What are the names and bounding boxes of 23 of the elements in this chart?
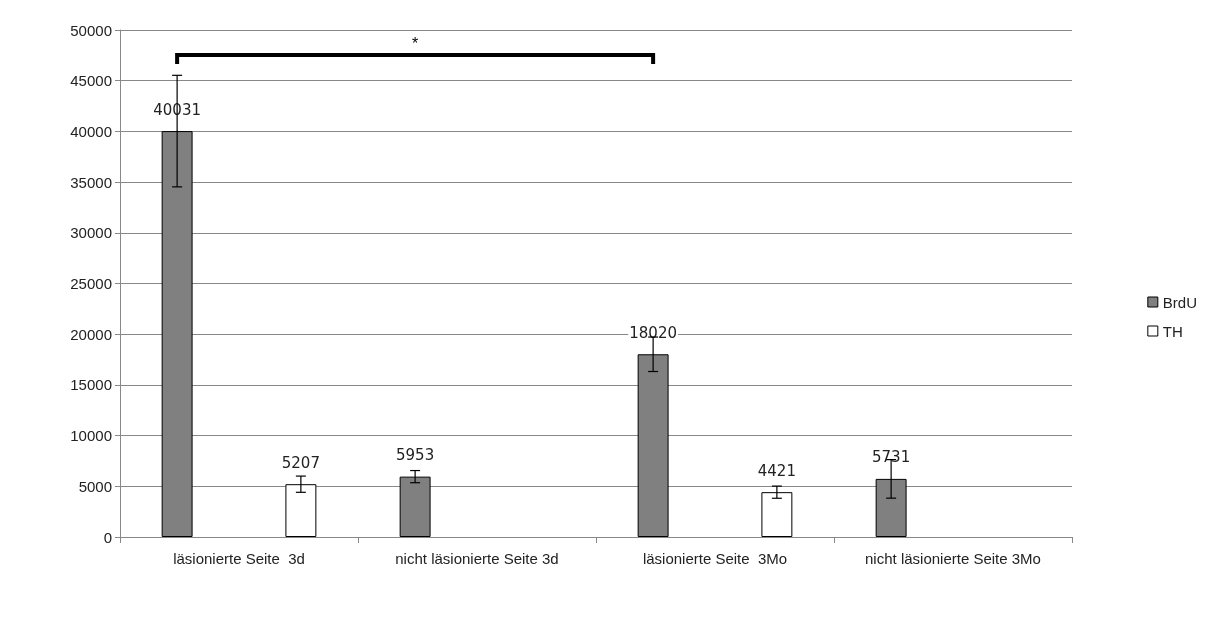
x-tick-label: läsionierte Seite 3d	[173, 550, 305, 567]
y-tick-label: 15000	[70, 376, 112, 394]
data-label: 5731	[872, 448, 911, 467]
y-tick-label: 35000	[70, 173, 112, 191]
y-tick-label: 20000	[70, 325, 112, 343]
x-tick-label: nicht läsionierte Seite 3Mo	[865, 550, 1041, 567]
x-tick-label: nicht läsionierte Seite 3d	[395, 550, 559, 567]
x-tick-label: läsionierte Seite 3Mo	[642, 550, 788, 567]
data-label: 5953	[396, 446, 435, 465]
legend-label: BrdU	[1162, 293, 1198, 311]
data-label: 18020	[629, 323, 677, 342]
data-label: 4421	[757, 461, 796, 480]
y-tick-label: 50000	[70, 21, 112, 39]
y-tick-label: 10000	[70, 427, 112, 445]
annotation: *	[412, 34, 419, 52]
data-label: 5207	[281, 453, 320, 472]
y-tick-label: 30000	[70, 224, 112, 242]
y-tick-label: 45000	[70, 72, 112, 90]
y-tick-label: 5000	[78, 477, 112, 495]
y-tick-label: 25000	[70, 275, 112, 292]
y-tick-label: 0	[103, 528, 112, 546]
y-tick-label: 40000	[70, 122, 112, 140]
legend-label: TH	[1162, 322, 1183, 340]
